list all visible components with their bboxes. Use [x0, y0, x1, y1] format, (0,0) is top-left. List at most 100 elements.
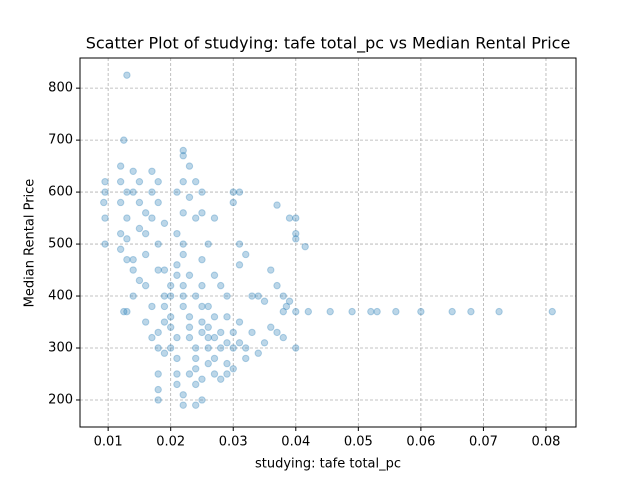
point — [292, 235, 300, 243]
point — [217, 281, 225, 290]
point — [154, 240, 162, 248]
x-tick-label: 0.02 — [156, 435, 185, 450]
point — [173, 370, 181, 378]
point — [217, 375, 225, 383]
point — [120, 307, 128, 316]
point — [285, 297, 294, 305]
point — [185, 313, 194, 321]
point — [141, 281, 150, 290]
point — [235, 339, 244, 347]
point — [101, 214, 109, 222]
point — [204, 323, 212, 331]
point — [279, 307, 287, 316]
x-tick-label: 0.05 — [344, 435, 373, 450]
point — [148, 167, 156, 175]
point — [116, 177, 125, 186]
point — [179, 240, 187, 248]
point — [179, 281, 187, 290]
point — [135, 198, 144, 207]
point — [101, 188, 109, 196]
point — [141, 250, 150, 259]
point — [148, 302, 156, 311]
point — [185, 323, 194, 331]
point — [198, 328, 206, 337]
x-tick-label: 0.04 — [281, 435, 310, 450]
point — [166, 313, 175, 321]
point — [148, 214, 156, 222]
point — [373, 307, 381, 316]
point — [229, 344, 237, 352]
point — [116, 229, 125, 238]
point — [282, 302, 291, 311]
point — [204, 240, 212, 248]
point — [210, 271, 219, 279]
y-tick-label: 600 — [48, 185, 73, 200]
point — [223, 292, 231, 300]
point — [123, 214, 131, 222]
point — [166, 281, 175, 290]
point — [304, 307, 312, 316]
point — [223, 359, 231, 368]
point — [192, 344, 200, 352]
point — [179, 177, 187, 186]
point — [229, 188, 237, 196]
y-tick-label: 500 — [48, 237, 73, 252]
point — [223, 313, 231, 321]
point — [254, 292, 262, 300]
point — [179, 250, 187, 259]
x-tick-label: 0.01 — [94, 435, 123, 450]
point — [192, 365, 200, 373]
point — [166, 292, 175, 300]
point — [154, 344, 162, 352]
x-axis-label: studying: tafe total_pc — [255, 457, 401, 472]
point — [292, 229, 300, 238]
point — [192, 401, 200, 409]
point — [185, 162, 194, 170]
point — [123, 255, 131, 264]
point — [123, 188, 131, 196]
point — [148, 333, 156, 342]
y-tick-label: 200 — [48, 392, 73, 407]
point — [467, 307, 475, 316]
point — [198, 302, 206, 311]
point — [210, 313, 219, 321]
point — [154, 328, 162, 337]
point — [248, 292, 256, 300]
point — [154, 396, 162, 404]
point — [166, 344, 175, 352]
point — [185, 271, 194, 279]
y-tick-label: 700 — [48, 133, 73, 148]
point — [248, 328, 256, 337]
point — [292, 344, 300, 352]
point — [242, 344, 250, 352]
point — [154, 198, 162, 207]
point — [173, 333, 181, 342]
point — [273, 201, 281, 209]
point — [101, 240, 109, 248]
point — [198, 396, 206, 404]
point — [160, 292, 169, 300]
point — [417, 307, 425, 316]
point — [185, 370, 194, 378]
point — [198, 281, 206, 290]
x-tick-label: 0.06 — [406, 435, 435, 450]
point — [495, 307, 503, 316]
point — [129, 188, 137, 196]
y-tick-label: 300 — [48, 341, 73, 356]
point — [198, 375, 206, 383]
point — [273, 281, 281, 290]
point — [123, 307, 131, 316]
point — [166, 323, 175, 331]
point — [192, 354, 200, 363]
x-tick-label: 0.08 — [532, 435, 561, 450]
point — [210, 370, 219, 378]
point — [204, 344, 212, 352]
point — [123, 235, 131, 243]
point — [326, 307, 334, 316]
point — [123, 71, 131, 79]
point — [279, 333, 287, 342]
point — [160, 302, 169, 311]
x-tick-label: 0.07 — [469, 435, 498, 450]
point — [173, 229, 181, 238]
point — [223, 370, 231, 378]
